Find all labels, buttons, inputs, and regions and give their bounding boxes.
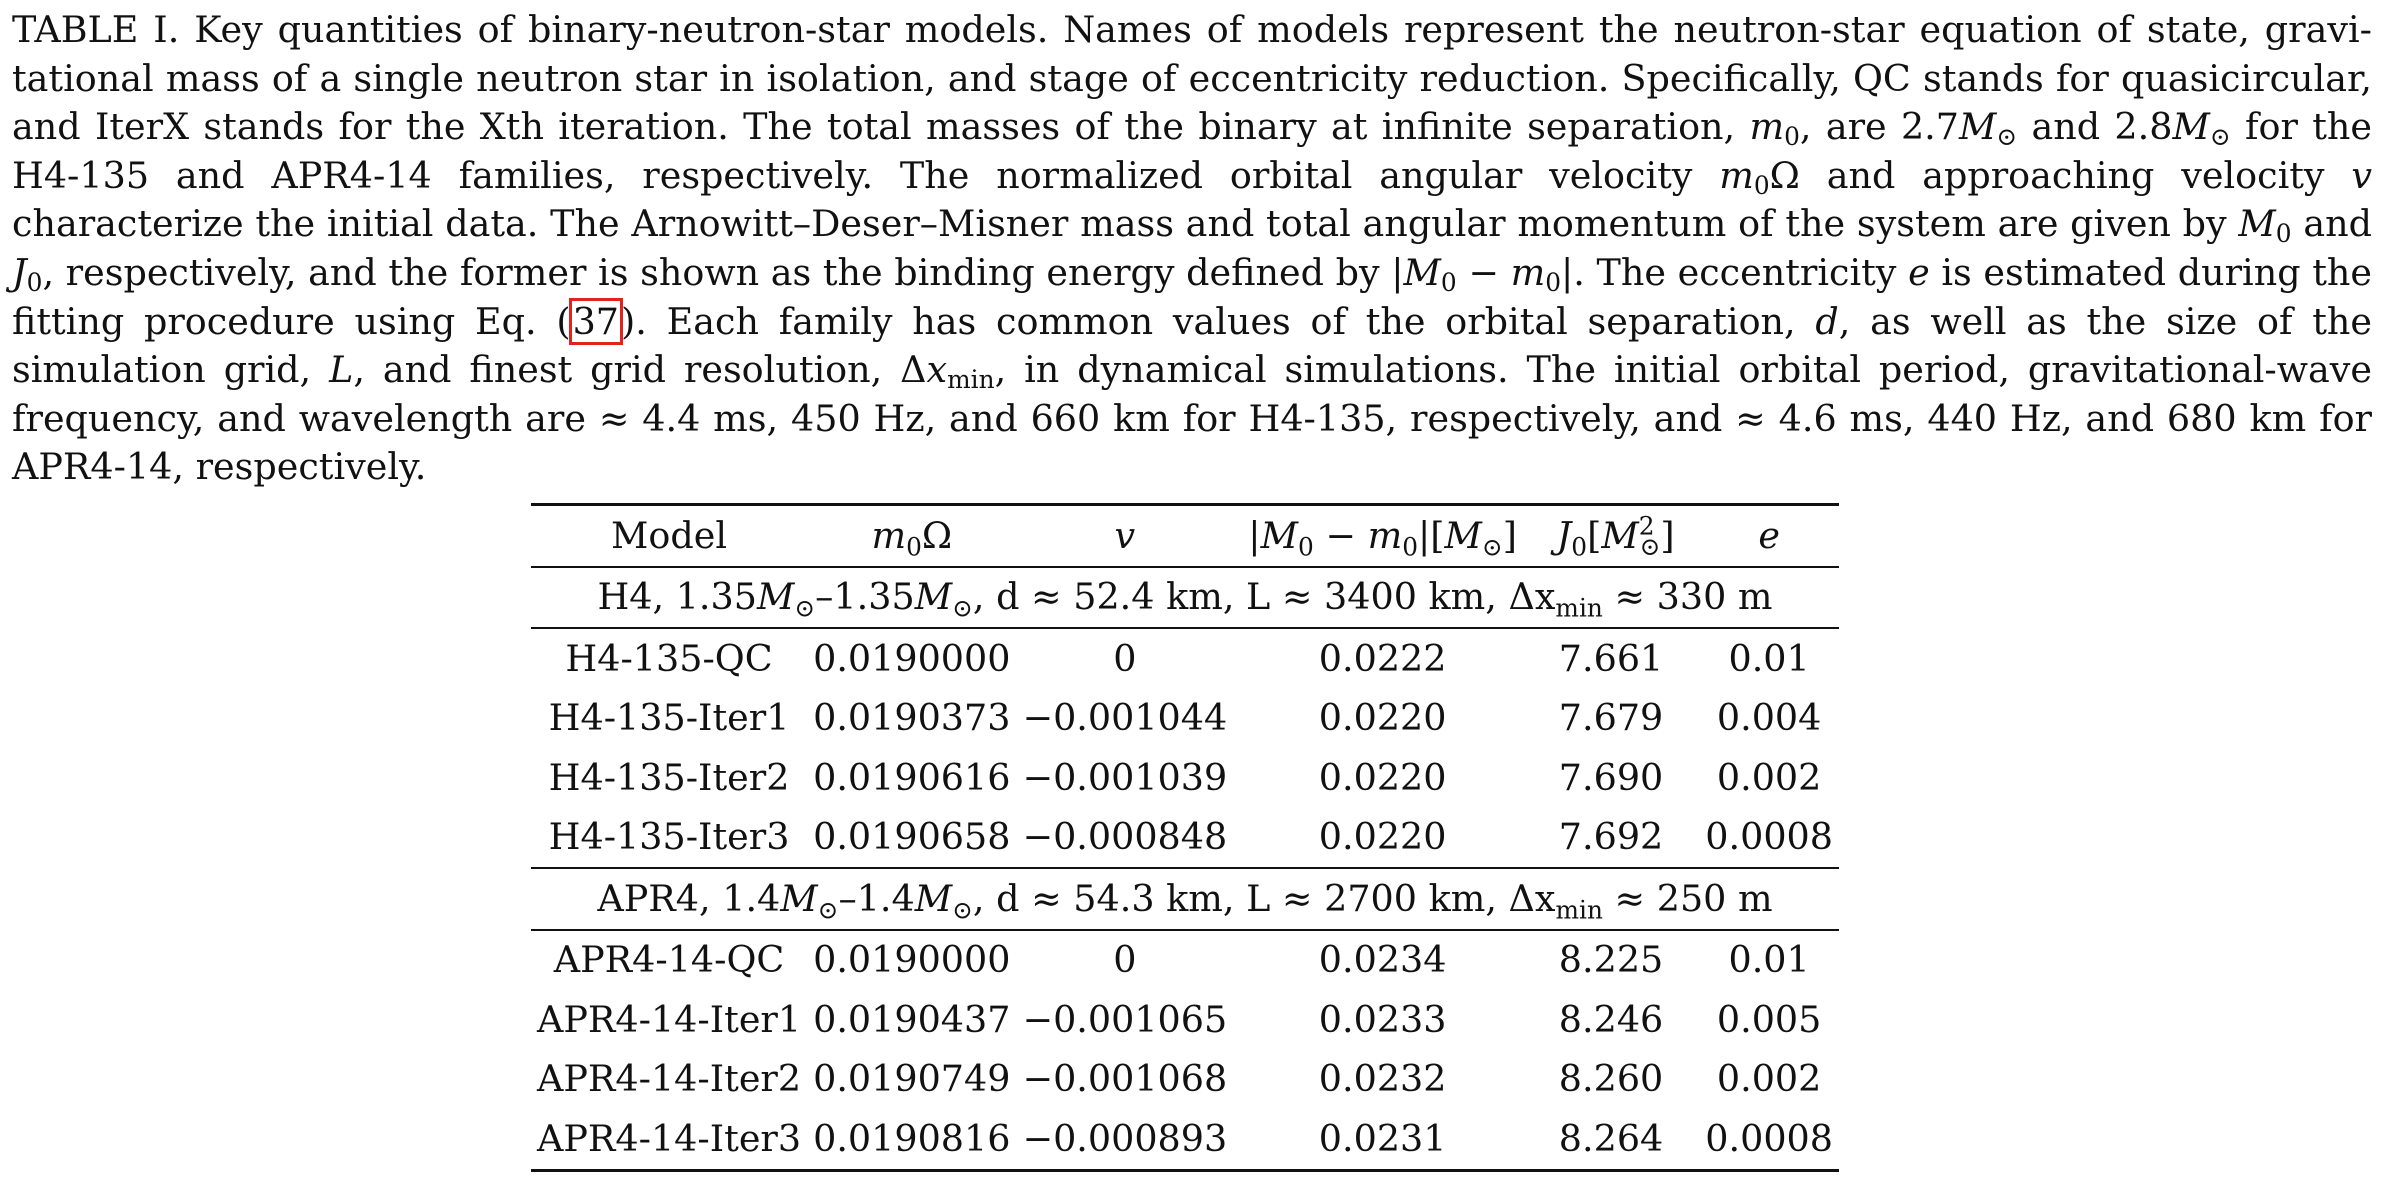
cell-m0-omega: 0.0190816 (807, 1109, 1017, 1172)
cell-j0: 8.246 (1558, 997, 1664, 1041)
cell-e: 0.01 (1728, 938, 1810, 981)
cell-m0-omega: 0.0190000 (813, 938, 1011, 981)
cell-j0: 8.260 (1558, 1057, 1664, 1100)
caption-text: , as well as the size of the simulation … (12, 299, 2372, 392)
caption-text: Key quantities of binary-neutron-star mo… (12, 8, 2372, 149)
cell-j0: 7.690 (1558, 755, 1664, 799)
cell-model: H4-135-QC (565, 636, 773, 680)
group-apr4: APR4, 1.4M⊙–1.4M⊙, d ≈ 54.3 km, L ≈ 2700… (531, 867, 1839, 1172)
col-header-j0: J0[M2⊙] (1532, 503, 1700, 568)
cell-m0-omega: 0.0190749 (813, 1057, 1011, 1100)
table-row: H4-135-Iter1 0.0190373 −0.001044 0.0220 … (531, 689, 1839, 749)
caption-text: , and finest grid resolution, Δ (353, 348, 927, 392)
cell-binding-energy: 0.0234 (1318, 938, 1447, 981)
cell-e: 0.0008 (1699, 1109, 1839, 1172)
cell-binding-energy: 0.0233 (1318, 997, 1447, 1041)
cell-e: 0.004 (1716, 696, 1822, 739)
cell-e: 0.002 (1716, 755, 1822, 799)
cell-model: H4-135-Iter2 (548, 755, 790, 799)
cell-model: APR4-14-Iter1 (537, 997, 802, 1041)
cell-j0: 7.661 (1558, 636, 1664, 680)
cell-m0-omega: 0.0190000 (813, 636, 1011, 680)
caption-text: and approaching velocity (1799, 153, 2352, 197)
cell-v: −0.001039 (1022, 755, 1228, 799)
table-row: APR4-14-Iter2 0.0190749 −0.001068 0.0232… (531, 1050, 1839, 1110)
caption-text: , respectively, and the former is shown … (42, 250, 1404, 294)
cell-m0-omega: 0.0190373 (813, 696, 1011, 739)
cell-model: H4-135-Iter3 (548, 815, 790, 858)
cell-e: 0.0008 (1705, 815, 1833, 858)
cell-v: −0.001065 (1022, 997, 1228, 1041)
group-h4: H4, 1.35M⊙–1.35M⊙, d ≈ 52.4 km, L ≈ 3400… (531, 565, 1839, 869)
cell-model: APR4-14-Iter3 (531, 1109, 808, 1172)
cell-m0-omega: 0.0190616 (813, 755, 1011, 799)
table-header: Model m0Ω v |M0 − m0|[M⊙] J0[M2⊙] e (531, 503, 1839, 568)
cell-model: APR4-14-QC (553, 938, 785, 981)
cell-m0-omega: 0.0190437 (813, 997, 1011, 1041)
cell-binding-energy: 0.0220 (1318, 815, 1447, 858)
caption-text: ). Each family has common values of the … (621, 299, 1816, 343)
cell-j0: 8.225 (1558, 938, 1664, 981)
table-row: APR4-14-QC 0.0190000 0 0.0234 8.225 0.01 (531, 930, 1839, 991)
caption-text: and (2291, 202, 2372, 246)
col-header-model: Model (531, 503, 808, 568)
col-header-v: v (1016, 503, 1234, 568)
equation-reference-link[interactable]: 37 (568, 297, 624, 345)
col-header-binding-energy: |M0 − m0|[M⊙] (1233, 503, 1533, 568)
table-caption: TABLE I. Key quantities of binary-neutro… (12, 8, 2372, 489)
cell-binding-energy: 0.0220 (1318, 696, 1447, 739)
caption-text: |. The eccentricity (1561, 250, 1909, 294)
data-table: Model m0Ω v |M0 − m0|[M⊙] J0[M2⊙] e H4, … (531, 503, 1839, 1172)
caption-label: TABLE I. (12, 8, 180, 51)
cell-e: 0.005 (1716, 997, 1822, 1041)
cell-v: 0 (1113, 938, 1137, 981)
cell-e: 0.002 (1716, 1057, 1822, 1100)
table-row: H4-135-Iter2 0.0190616 −0.001039 0.0220 … (531, 748, 1839, 808)
cell-v: 0 (1113, 636, 1137, 680)
caption-text: for the H4-135 and APR4-14 families, res… (12, 105, 2372, 197)
cell-m0-omega: 0.0190658 (813, 815, 1011, 858)
col-header-m0-omega: m0Ω (807, 503, 1017, 568)
caption-text: , are 2.7 (1799, 105, 1959, 149)
cell-v: −0.000848 (1022, 815, 1228, 858)
caption-text: is estimated during the fitting procedur… (12, 250, 2372, 343)
cell-j0: 7.679 (1558, 696, 1664, 739)
cell-j0: 7.692 (1558, 815, 1664, 858)
cell-binding-energy: 0.0231 (1233, 1109, 1533, 1172)
cell-binding-energy: 0.0222 (1318, 636, 1447, 680)
group-header-h4: H4, 1.35M⊙–1.35M⊙, d ≈ 52.4 km, L ≈ 3400… (531, 565, 1839, 629)
cell-e: 0.01 (1728, 636, 1810, 680)
table-row: H4-135-Iter3 0.0190658 −0.000848 0.0220 … (531, 808, 1839, 869)
caption-text: , in dynamical simulations. The initial … (12, 348, 2372, 489)
cell-model: H4-135-Iter1 (548, 696, 790, 739)
caption-text: characterize the initial data. The Arnow… (12, 202, 2239, 246)
cell-v: −0.001044 (1022, 696, 1228, 739)
cell-binding-energy: 0.0220 (1318, 755, 1447, 799)
group-header-apr4: APR4, 1.4M⊙–1.4M⊙, d ≈ 54.3 km, L ≈ 2700… (531, 867, 1839, 931)
table-row: APR4-14-Iter1 0.0190437 −0.001065 0.0233… (531, 990, 1839, 1050)
cell-j0: 8.264 (1532, 1109, 1700, 1172)
table-row: APR4-14-Iter3 0.0190816 −0.000893 0.0231… (531, 1109, 1839, 1172)
cell-model: APR4-14-Iter2 (537, 1057, 802, 1100)
cell-v: −0.000893 (1016, 1109, 1234, 1172)
cell-binding-energy: 0.0232 (1318, 1057, 1447, 1100)
col-header-e: e (1699, 503, 1839, 568)
caption-text: and 2.8 (2017, 105, 2173, 149)
table-row: H4-135-QC 0.0190000 0 0.0222 7.661 0.01 (531, 628, 1839, 689)
cell-v: −0.001068 (1022, 1057, 1228, 1100)
